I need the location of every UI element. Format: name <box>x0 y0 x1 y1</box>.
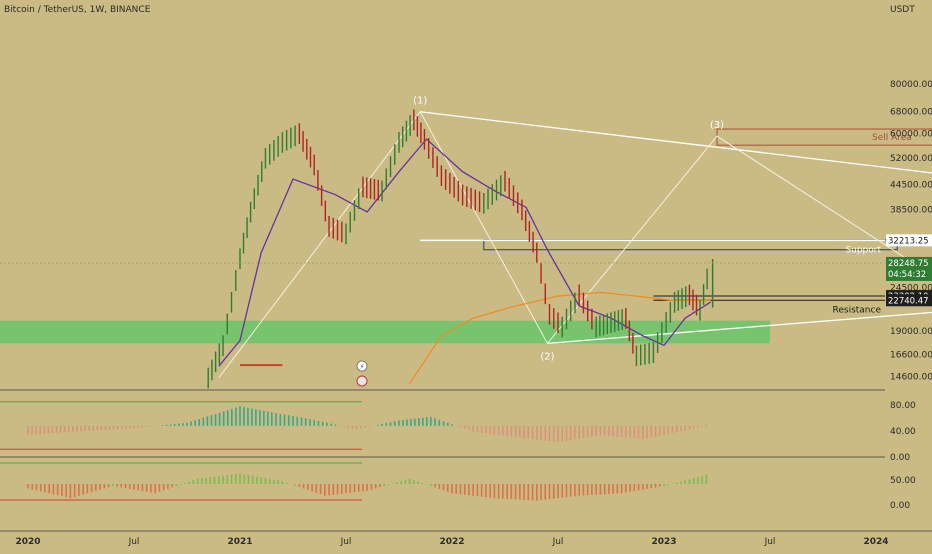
oscillator-pane-1: 80.00 40.00 0.00 <box>0 401 916 463</box>
time-axis[interactable]: 2020Jul2021Jul2022Jul2023Jul2024Jul2025J… <box>15 537 932 547</box>
price-tick-label: 52000.00 <box>890 154 932 164</box>
osc1-tick-label: 80.00 <box>890 401 916 411</box>
level-label: Support <box>845 245 881 255</box>
lightning-glyph: ⚡ <box>360 363 365 371</box>
level-price-tag <box>886 294 932 307</box>
price-tick-label: 24500.00 <box>890 283 932 293</box>
price-tick-label: 16600.00 <box>890 350 932 360</box>
level-price-tag <box>886 234 932 247</box>
oscillator-pane-2: 50.00 0.00 <box>0 462 916 511</box>
time-tick-label: Jul <box>128 537 140 547</box>
price-tick-label: 19000.00 <box>890 327 932 337</box>
time-tick-label: Jul <box>764 537 776 547</box>
trendline[interactable] <box>547 257 932 345</box>
countdown-text: 04:54:32 <box>888 270 926 280</box>
price-tick-label: 80000.00 <box>890 80 932 90</box>
wave-label: (3) <box>710 120 724 131</box>
price-tick-label: 44500.00 <box>890 181 932 191</box>
last-price-tag <box>886 256 932 281</box>
time-tick-label: 2023 <box>651 537 676 547</box>
time-tick-label: 2024 <box>863 537 888 547</box>
flag-icon[interactable] <box>356 375 368 387</box>
chart-title: Bitcoin / TetherUS, 1W, BINANCE <box>4 5 151 15</box>
time-tick-label: 2021 <box>227 537 252 547</box>
last-price-text: 28248.75 <box>888 259 929 269</box>
currency-label: USDT <box>890 5 915 15</box>
sell-area-box[interactable] <box>716 128 932 146</box>
price-pane: Sell AreaSupportResistance(1)(2)(3)(4)(5… <box>0 7 932 532</box>
elliott-wave-path[interactable] <box>218 7 932 379</box>
time-tick-label: 2020 <box>15 537 40 547</box>
price-tick-label: 68000.00 <box>890 108 932 118</box>
lightning-icon[interactable] <box>356 360 368 372</box>
wave-label: (1) <box>413 96 427 107</box>
osc1-tick-label: 40.00 <box>890 427 916 437</box>
time-tick-label: Jul <box>340 537 352 547</box>
level-price-text: 22740.47 <box>888 296 929 306</box>
price-tick-label: 60000.00 <box>890 129 932 139</box>
osc2-tick-label: 0.00 <box>890 501 910 511</box>
moving-average-orange <box>409 291 711 385</box>
demand-zone[interactable] <box>0 320 770 344</box>
moving-average-purple <box>218 138 711 367</box>
price-tick-label: 38500.00 <box>890 206 932 216</box>
time-tick-label: Jul <box>552 537 564 547</box>
osc1-tick-label: 0.00 <box>890 453 910 463</box>
trendline[interactable] <box>420 111 932 268</box>
time-tick-label: 2022 <box>439 537 464 547</box>
sell-area-label: Sell Area <box>872 133 912 143</box>
wave-label: (2) <box>540 351 554 362</box>
osc2-tick-label: 50.00 <box>890 476 916 486</box>
level-label: Resistance <box>833 305 882 315</box>
level-price-text: 32213.25 <box>888 236 929 246</box>
price-tick-label: 14600.00 <box>890 373 932 383</box>
price-axis[interactable]: 32213.2523302.1022740.4728248.7504:54:32… <box>886 80 932 383</box>
